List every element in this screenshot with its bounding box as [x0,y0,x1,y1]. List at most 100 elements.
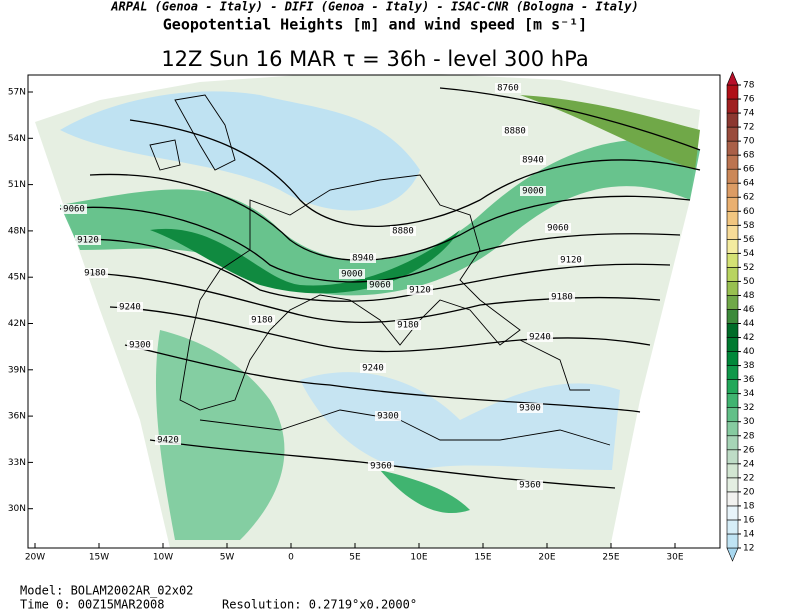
contour [109,306,651,353]
contour-label: 9240 [529,333,551,343]
lon-label: 10W [153,553,173,563]
contour-label-bg [520,155,546,165]
title: Geopotential Heights [m] and wind speed … [163,16,587,34]
lat-label: 36N [8,412,26,422]
colorbar-label: 60 [743,207,755,217]
colorbar-box [726,477,739,493]
contour-label: 9300 [519,404,541,414]
contour-label-bg [367,280,393,290]
contour-label-bg [502,126,528,136]
lon-label: 30E [666,553,683,563]
colorbar-label: 36 [743,375,755,385]
lon-label: 15E [474,553,491,563]
contour-label-bg [360,363,386,373]
contour-label-bg [368,461,394,471]
contour-label: 9240 [362,364,384,374]
contour-label-bg [117,302,143,312]
contour-label: 9120 [77,236,99,246]
colorbar-label: 64 [743,179,755,189]
contour-label: 9300 [377,412,399,422]
lon-label: 15W [89,553,109,563]
colorbar-box [726,533,739,549]
colorbar-box [726,210,739,226]
lon-label: 20W [25,553,45,563]
colorbar-box [726,168,739,184]
contour-label: 8880 [392,227,414,237]
colorbar-label: 24 [743,459,755,469]
lon-label: 5W [220,553,235,563]
colorbar-label: 78 [743,81,755,91]
contour-label: 9360 [519,481,541,491]
lon-label: 25E [602,553,619,563]
contour [74,238,671,302]
colorbar-box [726,295,739,310]
colorbar-label: 62 [743,193,754,203]
lat-label: 57N [8,88,26,98]
colorbar-label: 22 [743,473,754,483]
contour-label-bg [127,340,153,350]
contour-label-bg [339,269,365,279]
colorbar-box [726,154,739,170]
colorbar-label: 70 [743,137,755,147]
map-frame [27,74,721,549]
colorbar-label: 16 [743,515,755,525]
contour-label-bg [350,253,376,263]
colorbar-label: 28 [743,431,755,441]
lon-label: 20E [538,553,555,563]
colorbar-label: 52 [743,263,754,273]
contour-label: 9240 [119,303,141,313]
colorbar-label: 50 [743,277,755,287]
contour-label: 9420 [157,436,179,446]
colorbar-box [726,253,739,268]
colorbar-box [726,323,739,338]
colorbar-label: 26 [743,445,755,455]
lat-label: 33N [8,458,26,468]
colorbar-label: 58 [743,221,755,231]
colorbar-label: 14 [743,529,755,539]
colorbar-box [726,365,739,380]
contour-label-bg [520,186,546,196]
contour-label-bg [527,332,553,342]
colorbar-box [726,351,739,366]
lon-label: 0 [288,553,294,563]
colorbar-box [726,182,739,198]
colorbar-box [726,519,739,535]
contour-label: 9120 [409,286,431,296]
colorbar-label: 48 [743,291,755,301]
colorbar-box [726,379,739,394]
contour-label: 9360 [370,462,392,472]
colorbar-box [726,491,739,507]
colorbar-box [726,505,739,521]
subtitle: 12Z Sun 16 MAR τ = 36h - level 300 hPa [161,47,588,71]
contour-label-bg [558,255,584,265]
contour-label: 9180 [397,321,419,331]
contour-label: 9300 [129,341,151,351]
colorbar-label: 68 [743,151,755,161]
colorbar-triangle [726,547,739,562]
colorbar-label: 46 [743,305,755,315]
colorbar-label: 30 [743,417,755,427]
colorbar-box [726,421,739,437]
colorbar-box [726,112,739,128]
colorbar-label: 40 [743,347,755,357]
colorbar-box [726,337,739,352]
map-labels: 57N 54N 51N 48N 45N 42N 39N 36N 33N 30N 20W 15W 10W 5… [8,83,684,563]
contour-label-bg [549,292,575,302]
contour [129,119,701,228]
contour-label: 9060 [63,205,85,215]
colorbar-label: 74 [743,109,755,119]
colorbar-box [726,98,739,114]
contour-label: 9120 [560,256,582,266]
contour-label: 8940 [522,156,544,166]
colorbar-label: 44 [743,319,755,329]
colorbar-box [726,84,739,100]
colorbar-label: 56 [743,235,755,245]
footer-resolution: Resolution: 0.2719°x0.2000° [222,598,417,612]
colorbar-label: 18 [743,501,755,511]
colorbar-box [726,239,739,254]
colorbar-label: 42 [743,333,754,343]
contour-label-bg [155,435,181,445]
colorbar-label: 12 [743,544,754,554]
colorbar-box [726,407,739,423]
